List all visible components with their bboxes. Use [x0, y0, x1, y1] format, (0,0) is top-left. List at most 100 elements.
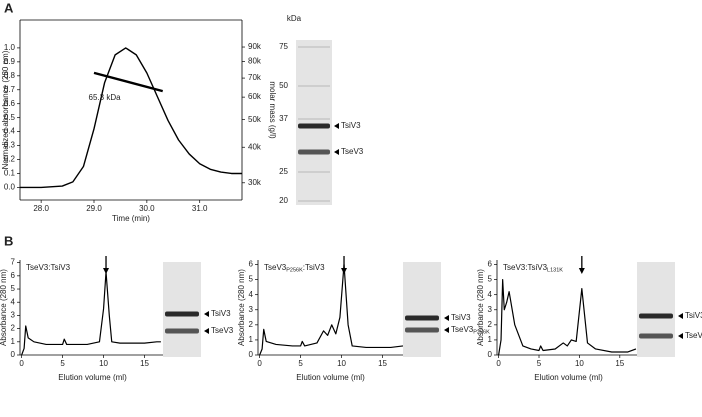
peak-arrow-head	[578, 268, 585, 274]
text-part: TseV3	[685, 331, 702, 340]
protein-band	[405, 327, 439, 333]
protein-band	[639, 313, 673, 319]
protein-band	[405, 315, 439, 321]
data-line	[21, 271, 161, 356]
data-line	[20, 47, 242, 189]
y-tick-label: 0.7	[4, 85, 16, 94]
y-axis-label: Absorbance (280 nm)	[0, 269, 8, 346]
y2-tick-label: 40k	[248, 142, 262, 151]
band-pointer	[678, 313, 683, 319]
ladder-label: 50	[279, 81, 288, 90]
y-tick-label: 4	[488, 290, 493, 299]
subscript: L131K	[547, 268, 563, 274]
y-axis-label: Absorbance (280 nm)	[237, 269, 246, 346]
text-part: TsiV3	[685, 311, 702, 320]
gel-unit: kDa	[287, 14, 302, 23]
x-tick-label: 30.0	[139, 204, 155, 213]
label: TseV3P256K	[451, 325, 490, 336]
label: TsiV3	[341, 121, 361, 130]
y-tick-label: 5	[11, 284, 16, 293]
label: TseV3	[341, 147, 364, 156]
y-tick-label: 2	[488, 320, 493, 329]
x-tick-label: 0	[496, 359, 501, 368]
text-part: TseV3:TsiV3	[503, 263, 548, 272]
y-tick-label: 0.6	[4, 99, 16, 108]
data-line	[498, 279, 637, 356]
y-tick-label: 0.5	[4, 113, 16, 122]
x-axis-label: Elution volume (ml)	[58, 373, 127, 382]
x-tick-label: 0	[257, 359, 262, 368]
label: TseV3	[685, 331, 702, 340]
peak-arrow-head	[103, 268, 110, 274]
label: TseV3P256K:TsiV3	[264, 263, 325, 274]
protein-band	[298, 123, 330, 129]
annotation: 65.3 kDa	[89, 93, 122, 102]
y2-tick-label: 90k	[248, 42, 262, 51]
text-part: TseV3	[264, 263, 287, 272]
gel-lane	[296, 40, 332, 205]
band-pointer	[444, 315, 449, 321]
y-tick-label: 5	[249, 275, 254, 284]
y-tick-label: 0	[11, 350, 16, 359]
x-tick-label: 10	[575, 359, 584, 368]
x-tick-label: 29.0	[86, 204, 102, 213]
band-pointer	[334, 123, 339, 129]
y-tick-label: 1	[11, 337, 16, 346]
y2-axis-label: molar mass (g/l)	[268, 81, 277, 139]
band-pointer	[204, 311, 209, 317]
label: TsiV3	[451, 313, 471, 322]
y-tick-label: 0.0	[4, 183, 16, 192]
x-axis-label: Elution volume (ml)	[296, 373, 365, 382]
x-tick-label: 15	[140, 359, 149, 368]
protein-band	[298, 149, 330, 155]
band-pointer	[678, 333, 683, 339]
y-tick-label: 5	[488, 275, 493, 284]
y-tick-label: 2	[11, 324, 16, 333]
text-part: TseV3	[341, 147, 364, 156]
x-tick-label: 31.0	[192, 204, 208, 213]
label: TseV3:TsiV3	[26, 263, 71, 272]
y-tick-label: 1	[249, 335, 254, 344]
x-tick-label: 10	[99, 359, 108, 368]
x-axis-label: Time (min)	[112, 214, 150, 223]
peak-arrow-head	[341, 268, 348, 274]
band-pointer	[204, 328, 209, 334]
y-tick-label: 2	[249, 320, 254, 329]
ladder-label: 37	[279, 114, 288, 123]
data-line	[259, 263, 404, 356]
label: TseV3	[211, 326, 234, 335]
text-part: TseV3	[211, 326, 234, 335]
y-axis-label: Absorbance (280 nm)	[476, 269, 485, 346]
y-tick-label: 3	[488, 305, 493, 314]
y-tick-label: 6	[11, 271, 16, 280]
gel-lane	[403, 262, 441, 357]
subscript: P256K	[286, 268, 303, 274]
panel-label: B	[4, 233, 13, 248]
protein-band	[165, 311, 199, 317]
label: TseV3:TsiV3L131K	[503, 263, 563, 274]
ladder-label: 75	[279, 42, 288, 51]
x-tick-label: 5	[537, 359, 542, 368]
y2-tick-label: 70k	[248, 73, 262, 82]
y-tick-label: 0.9	[4, 57, 16, 66]
label: TsiV3L131K	[685, 311, 702, 322]
subscript: P256K	[473, 330, 490, 336]
y-tick-label: 3	[11, 311, 16, 320]
y-tick-label: 4	[249, 290, 254, 299]
x-tick-label: 5	[298, 359, 303, 368]
y-axis-label: Normalized absorbance (280 nm)	[1, 50, 10, 169]
x-tick-label: 28.0	[33, 204, 49, 213]
band-pointer	[444, 327, 449, 333]
y-tick-label: 0.8	[4, 71, 16, 80]
gel-lane	[637, 262, 675, 357]
gel-lane	[163, 262, 201, 357]
ladder-label: 20	[279, 196, 288, 205]
y2-tick-label: 80k	[248, 57, 262, 66]
panel-label: A	[4, 0, 14, 15]
x-tick-label: 15	[378, 359, 387, 368]
y-tick-label: 0.2	[4, 155, 16, 164]
y-tick-label: 0.4	[4, 127, 16, 136]
x-axis-label: Elution volume (ml)	[534, 373, 603, 382]
ladder-label: 25	[279, 167, 288, 176]
band-pointer	[334, 149, 339, 155]
